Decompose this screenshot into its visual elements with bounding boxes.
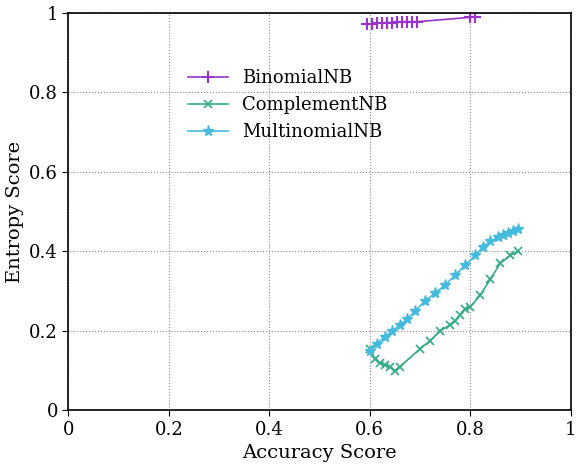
MultinomialNB (487, 239, 494, 244)
ComplementNB (427, 338, 434, 344)
BinomialNB (472, 14, 479, 19)
MultinomialNB (442, 282, 449, 288)
BinomialNB (374, 21, 381, 26)
ComplementNB (366, 346, 373, 351)
MultinomialNB (404, 316, 411, 322)
BinomialNB (414, 19, 421, 24)
MultinomialNB (411, 308, 418, 314)
MultinomialNB (366, 348, 373, 354)
BinomialNB (399, 19, 406, 24)
Line: ComplementNB: ComplementNB (365, 247, 522, 375)
BinomialNB (409, 19, 416, 24)
ComplementNB (452, 318, 459, 324)
MultinomialNB (432, 290, 439, 296)
MultinomialNB (452, 272, 459, 278)
BinomialNB (389, 20, 396, 25)
ComplementNB (381, 362, 388, 367)
BinomialNB (369, 21, 376, 27)
MultinomialNB (514, 227, 521, 232)
MultinomialNB (381, 334, 388, 340)
ComplementNB (446, 322, 453, 328)
BinomialNB (404, 19, 411, 24)
ComplementNB (457, 312, 464, 318)
ComplementNB (386, 364, 393, 370)
Line: BinomialNB: BinomialNB (361, 11, 481, 30)
ComplementNB (462, 306, 469, 312)
ComplementNB (392, 368, 399, 373)
ComplementNB (467, 304, 474, 310)
MultinomialNB (396, 322, 403, 328)
ComplementNB (507, 252, 514, 258)
ComplementNB (497, 260, 504, 266)
BinomialNB (379, 20, 386, 26)
MultinomialNB (480, 244, 487, 250)
MultinomialNB (421, 298, 428, 304)
MultinomialNB (389, 328, 396, 334)
Y-axis label: Entropy Score: Entropy Score (6, 140, 23, 283)
ComplementNB (371, 356, 378, 362)
MultinomialNB (462, 263, 469, 268)
Line: MultinomialNB: MultinomialNB (364, 224, 524, 356)
BinomialNB (467, 15, 474, 20)
MultinomialNB (374, 341, 381, 346)
BinomialNB (364, 22, 371, 27)
ComplementNB (377, 360, 384, 366)
MultinomialNB (509, 228, 516, 234)
MultinomialNB (499, 233, 506, 238)
MultinomialNB (505, 231, 512, 236)
MultinomialNB (494, 234, 501, 240)
X-axis label: Accuracy Score: Accuracy Score (242, 445, 397, 462)
BinomialNB (384, 20, 391, 25)
ComplementNB (396, 364, 403, 370)
ComplementNB (487, 276, 494, 282)
ComplementNB (477, 292, 484, 298)
ComplementNB (436, 328, 443, 334)
ComplementNB (417, 346, 424, 351)
Legend: BinomialNB, ComplementNB, MultinomialNB: BinomialNB, ComplementNB, MultinomialNB (188, 69, 388, 141)
ComplementNB (514, 249, 521, 254)
MultinomialNB (472, 252, 479, 258)
BinomialNB (394, 19, 401, 25)
